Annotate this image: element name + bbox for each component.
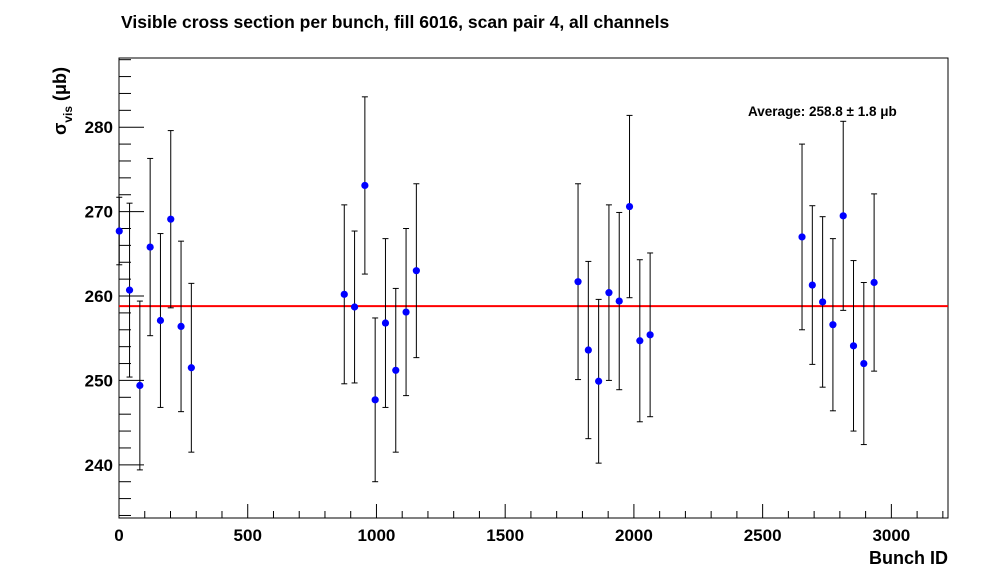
y-tick-label: 250 <box>85 371 113 390</box>
y-tick-label: 280 <box>85 118 113 137</box>
data-point <box>849 342 858 350</box>
data-point <box>860 359 868 368</box>
data-point <box>595 377 603 385</box>
data-point <box>615 297 623 305</box>
x-axis-tick-labels: 0 500 1000 1500 2000 2500 3000 <box>114 526 910 545</box>
y-tick-label: 240 <box>85 456 113 475</box>
y-axis-title: σvis (μb) <box>50 67 75 135</box>
y-axis-tick-labels: 240 250 260 270 280 <box>85 118 113 475</box>
average-annotation: Average: 258.8 ± 1.8 μb <box>748 104 897 119</box>
data-point <box>798 233 806 241</box>
data-point <box>381 319 390 327</box>
x-tick-label: 1000 <box>358 526 396 545</box>
y-tick-label: 260 <box>85 287 113 306</box>
x-tick-label: 1500 <box>486 526 524 545</box>
x-tick-label: 2500 <box>744 526 782 545</box>
data-point <box>636 337 644 345</box>
data-point <box>156 316 165 325</box>
x-axis-title: Bunch ID <box>869 548 948 568</box>
data-point <box>646 331 654 339</box>
y-tick-label: 270 <box>85 203 113 222</box>
data-point <box>115 227 123 235</box>
y-axis-subscript: vis <box>61 106 75 123</box>
y-axis-symbol: σ <box>50 123 70 135</box>
x-tick-label: 500 <box>234 526 262 545</box>
data-point <box>167 215 175 223</box>
data-point <box>584 346 592 354</box>
data-point <box>146 243 154 251</box>
data-point <box>605 289 613 297</box>
data-point <box>371 396 379 404</box>
data-point <box>412 267 420 275</box>
data-points <box>115 96 878 483</box>
data-point <box>625 202 634 211</box>
x-tick-label: 0 <box>114 526 123 545</box>
x-axis-ticks <box>118 504 944 518</box>
data-point <box>808 281 816 289</box>
plot-frame <box>118 57 949 519</box>
data-point <box>177 322 185 331</box>
data-point <box>829 321 837 329</box>
x-tick-label: 3000 <box>872 526 910 545</box>
chart-title: Visible cross section per bunch, fill 60… <box>121 12 670 32</box>
y-axis-ticks <box>119 59 144 516</box>
data-point <box>361 181 369 190</box>
data-point <box>340 290 348 298</box>
data-point <box>402 308 410 316</box>
data-point <box>125 286 134 294</box>
data-point <box>870 278 878 287</box>
data-point <box>392 366 400 374</box>
data-point <box>350 303 359 311</box>
x-tick-label: 2000 <box>615 526 653 545</box>
y-axis-unit: (μb) <box>50 67 70 101</box>
data-point <box>574 278 582 286</box>
data-point <box>839 212 847 220</box>
data-point <box>819 298 827 306</box>
data-point <box>136 381 144 390</box>
data-point <box>187 364 195 372</box>
